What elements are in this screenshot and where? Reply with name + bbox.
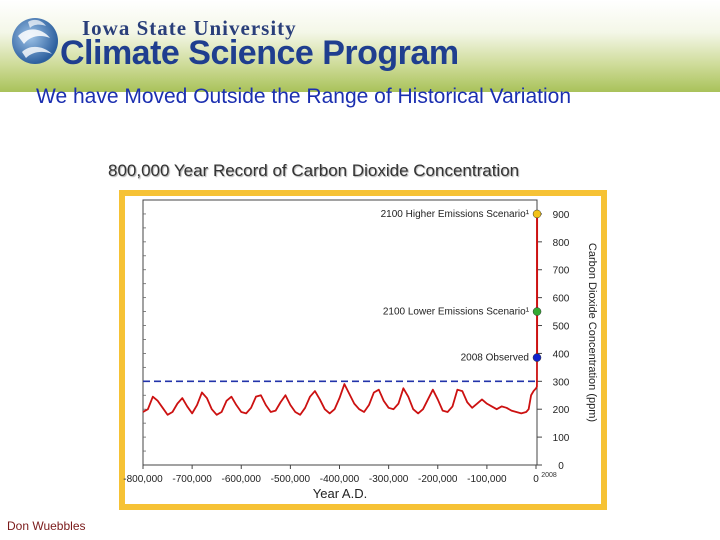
co2-chart: 0 100 200 300 400 500 600 700 800 900 -800,000 -700…: [123, 196, 601, 504]
y-tick-label: 600: [553, 294, 570, 305]
y-tick-label: 300: [553, 377, 570, 388]
y-tick-label: 900: [553, 210, 570, 221]
chart-frame: 0 100 200 300 400 500 600 700 800 900 -800,000 -700…: [119, 190, 607, 510]
y-tick-label: 200: [553, 405, 570, 416]
x-tick-label: -100,000: [467, 474, 507, 485]
chart-title: 800,000 Year Record of Carbon Dioxide Co…: [108, 161, 520, 180]
y-tick-label: 100: [553, 433, 570, 444]
y-tick-label: 400: [553, 349, 570, 360]
x-tick-label: -800,000: [123, 474, 163, 485]
annotation-label: 2100 Higher Emissions Scenario¹: [381, 209, 530, 220]
y-tick-label: 800: [553, 238, 570, 249]
slide-title: We have Moved Outside the Range of Histo…: [36, 85, 571, 108]
x-tick-label: -400,000: [320, 474, 360, 485]
x-tick-label: -600,000: [222, 474, 262, 485]
x-tick-label: -700,000: [172, 474, 212, 485]
globe-swirl-icon: [12, 18, 58, 64]
y-tick-label: 700: [553, 266, 570, 277]
annotation-label: 2100 Lower Emissions Scenario¹: [383, 307, 530, 318]
author-credit: Don Wuebbles: [7, 519, 86, 533]
x-tick-label: -500,000: [271, 474, 311, 485]
x-end-label: 2008: [541, 472, 557, 479]
header-banner: Iowa State University Climate Science Pr…: [0, 0, 720, 92]
plot-background: [125, 196, 601, 504]
x-tick-label: 0: [533, 474, 539, 485]
program-name: Climate Science Program: [60, 34, 459, 72]
co2-series-line: [142, 357, 538, 416]
university-name: Iowa State University: [82, 16, 297, 40]
annotation-label: 2008 Observed: [461, 353, 529, 364]
annotation-point: [532, 209, 542, 219]
x-tick-label: -300,000: [369, 474, 409, 485]
annotation-point: [532, 307, 542, 316]
x-axis-label: Year A.D.: [313, 486, 367, 501]
y-tick-label: 500: [553, 322, 570, 333]
y-tick-label: 0: [558, 461, 564, 472]
annotation-point: [532, 353, 542, 362]
x-tick-label: -200,000: [418, 474, 458, 485]
y-axis-label: Carbon Dioxide Concentration (ppm): [586, 243, 598, 422]
